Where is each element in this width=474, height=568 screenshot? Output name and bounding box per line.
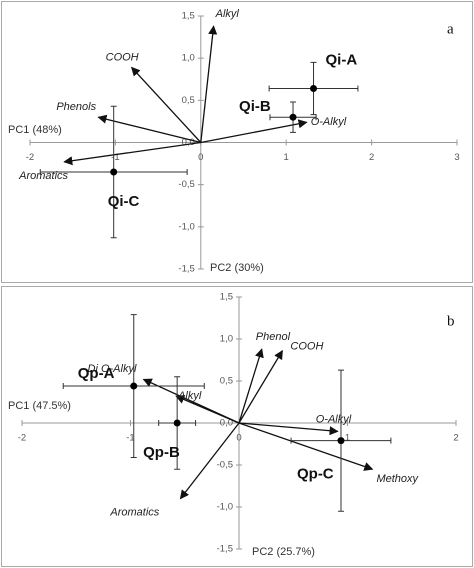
y-tick-label: 0,5 (182, 95, 195, 106)
score-point (173, 419, 181, 427)
arrow-label: COOH (106, 51, 139, 63)
point-label: Qi-B (239, 98, 271, 115)
x-tick-label: 0 (236, 433, 241, 444)
arrow-label: Alkyl (177, 390, 202, 402)
y-tick-label: 1,5 (220, 292, 233, 303)
loading-arrow (238, 348, 264, 424)
panel-letter: a (447, 21, 454, 37)
x-axis-title: PC1 (47.5%) (8, 400, 71, 412)
x-tick-label: -2 (18, 433, 26, 444)
loading-arrow (97, 114, 201, 144)
loading-arrow (63, 141, 201, 166)
y-tick-label: 0,5 (220, 376, 233, 387)
arrow-label: COOH (290, 341, 323, 353)
point-label: Qp-B (143, 444, 180, 461)
loading-arrow (200, 25, 218, 143)
arrow-label: Phenol (256, 331, 291, 343)
x-axis-title: PC1 (48%) (8, 124, 62, 136)
y-tick-label: 0,0 (182, 137, 195, 148)
x-tick-label: 0 (198, 152, 203, 163)
y-tick-label: -1,0 (217, 502, 233, 513)
y-tick-label: -0,5 (178, 179, 194, 190)
x-tick-label: 2 (369, 152, 374, 163)
arrow-label: Di O-Alkyl (88, 363, 137, 375)
y-tick-label: -1,0 (178, 221, 194, 232)
y-tick-label: 1,0 (182, 53, 195, 64)
point-label: Qp-C (297, 466, 334, 483)
panel-letter: b (447, 313, 455, 329)
loading-arrow (175, 395, 240, 424)
y-axis-title: PC2 (25.7%) (252, 546, 315, 558)
arrow-label: Aromatics (18, 170, 68, 182)
y-tick-label: -0,5 (217, 460, 233, 471)
x-tick-label: -1 (126, 433, 134, 444)
loading-arrow (238, 422, 339, 436)
arrow-label: Phenols (56, 101, 96, 113)
y-tick-label: 0,0 (220, 418, 233, 429)
arrow-label: O-Alkyl (316, 413, 352, 425)
loading-arrow (179, 422, 240, 500)
panel-frame (1, 1, 473, 283)
point-label: Qp-A (78, 365, 115, 382)
point-label: Qi-A (326, 51, 358, 68)
x-tick-label: 1 (284, 152, 289, 163)
x-tick-label: 1 (345, 433, 350, 444)
arrow-label: O-Alkyl (311, 116, 347, 128)
point-label: Qi-C (108, 193, 140, 210)
loading-arrow (131, 66, 202, 143)
x-tick-label: 2 (453, 433, 458, 444)
loading-arrow (200, 119, 308, 144)
x-tick-label: 3 (454, 152, 459, 163)
arrow-label: Methoxy (376, 473, 419, 485)
x-tick-label: -2 (26, 152, 34, 163)
y-axis-title: PC2 (30%) (210, 262, 264, 274)
score-point (337, 437, 345, 445)
arrow-label: Aromatics (109, 507, 159, 519)
y-tick-label: 1,5 (182, 11, 195, 22)
x-tick-label: -1 (111, 152, 119, 163)
score-point (289, 113, 297, 121)
score-point (310, 85, 318, 93)
loading-arrow (238, 349, 283, 424)
loading-arrow (238, 422, 374, 471)
y-tick-label: 1,0 (220, 334, 233, 345)
y-tick-label: -1,5 (217, 544, 233, 555)
score-point (110, 168, 118, 176)
score-point (130, 382, 138, 390)
arrow-label: Alkyl (215, 8, 240, 20)
panel-frame (1, 286, 473, 567)
y-tick-label: -1,5 (178, 264, 194, 275)
